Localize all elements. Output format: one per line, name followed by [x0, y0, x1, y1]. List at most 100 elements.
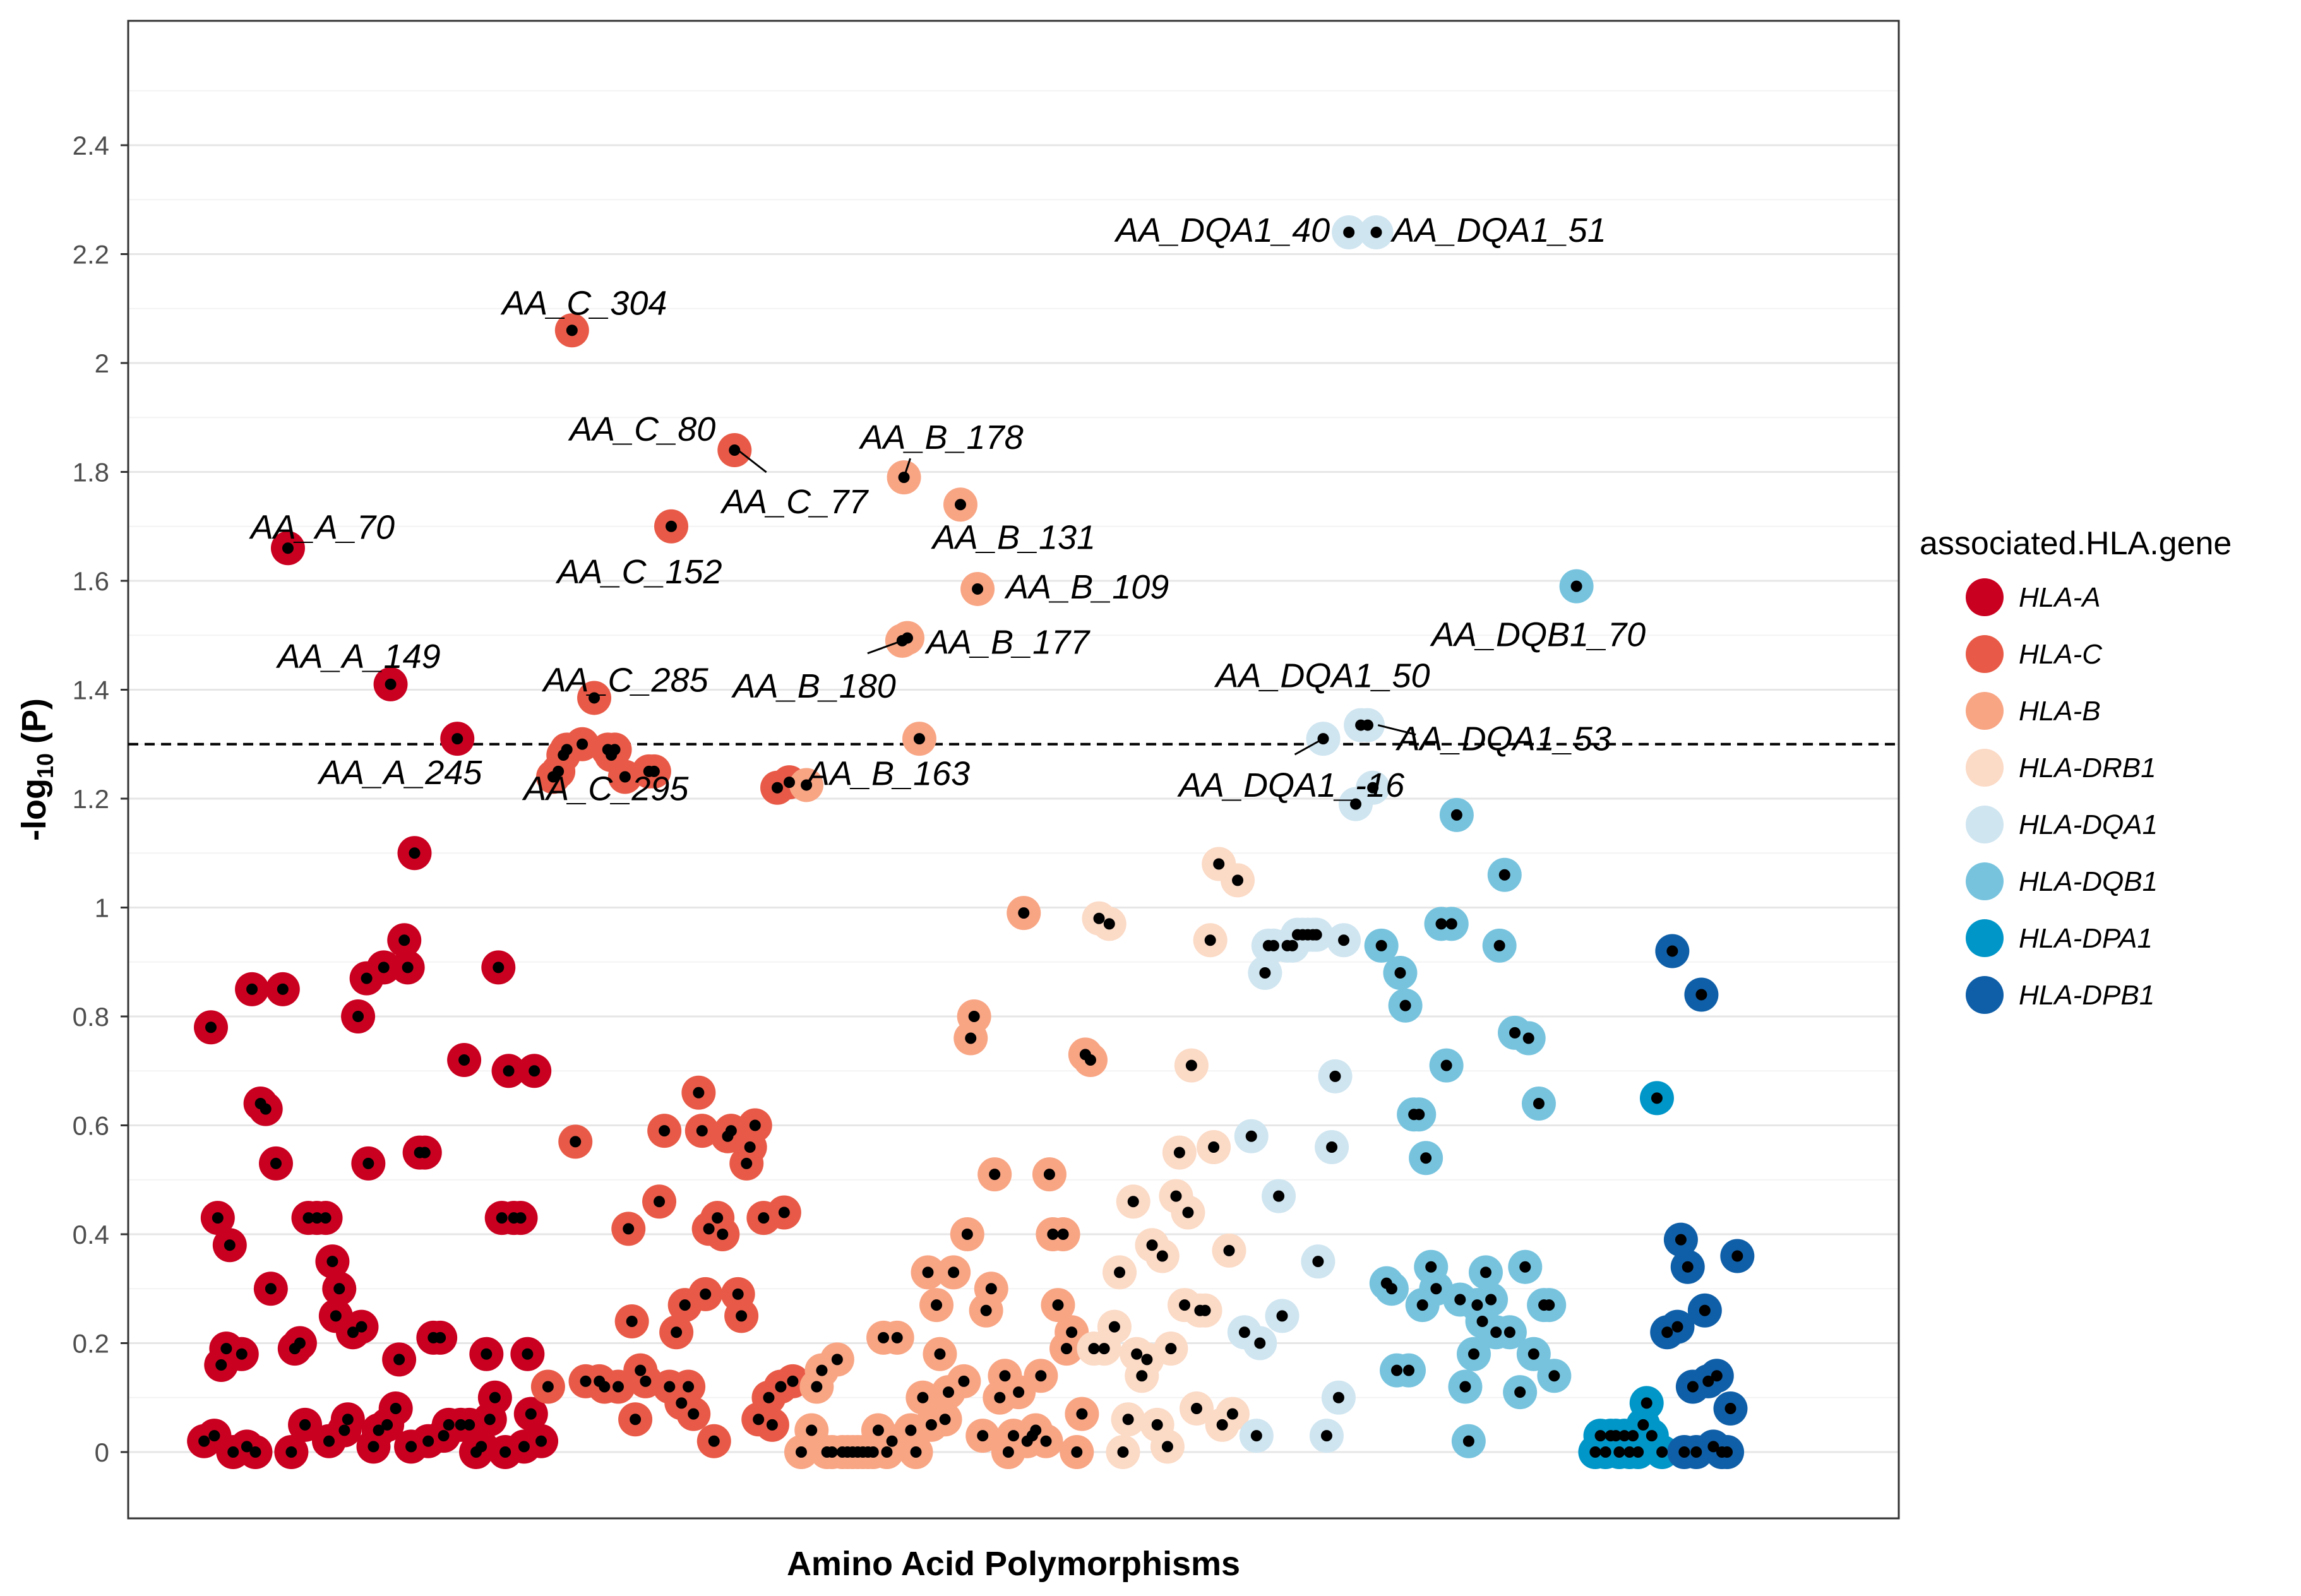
- data-point: [1637, 1419, 1649, 1431]
- data-point: [1613, 1446, 1625, 1458]
- data-point: [398, 934, 410, 946]
- data-point: [356, 1321, 368, 1333]
- data-point: [1459, 1381, 1471, 1393]
- x-axis-title: Amino Acid Polymorphisms: [787, 1545, 1240, 1583]
- data-point: [378, 962, 390, 974]
- data-point: [1479, 1266, 1491, 1278]
- data-point: [891, 1331, 903, 1343]
- data-point: [1312, 1256, 1324, 1268]
- data-point: [712, 1212, 724, 1224]
- point-annotation: AA_B_163: [805, 754, 970, 792]
- data-point: [402, 962, 414, 974]
- data-point: [1498, 869, 1510, 881]
- point-annotation: AA_DQA1_-16: [1177, 766, 1405, 804]
- data-point: [922, 1266, 934, 1278]
- legend-key: [1966, 635, 2004, 673]
- data-point: [958, 1375, 970, 1387]
- data-point: [1108, 1321, 1120, 1333]
- data-point: [1018, 907, 1030, 919]
- data-point: [1651, 1092, 1663, 1104]
- data-point: [1413, 1109, 1425, 1121]
- data-point: [1179, 1299, 1190, 1311]
- y-tick-label: 0: [95, 1438, 109, 1467]
- point-annotation: AA_B_178: [858, 419, 1023, 456]
- data-point: [302, 1212, 314, 1224]
- data-point: [577, 738, 589, 750]
- data-point: [671, 1326, 683, 1338]
- data-point: [1731, 1250, 1743, 1262]
- data-point: [1543, 1299, 1555, 1311]
- data-point: [1485, 1294, 1497, 1306]
- data-point: [525, 1408, 537, 1420]
- point-annotation: AA_A_245: [317, 754, 482, 792]
- y-tick-label: 0.6: [73, 1111, 109, 1141]
- data-point: [683, 1381, 695, 1393]
- data-point: [1208, 1141, 1220, 1153]
- point-annotation: AA_DQA1_50: [1214, 657, 1430, 695]
- data-point: [977, 1430, 989, 1442]
- data-point: [1273, 1190, 1285, 1202]
- data-point: [1002, 1446, 1014, 1458]
- data-point: [965, 1032, 977, 1044]
- data-point: [1093, 912, 1105, 924]
- data-point: [609, 744, 621, 756]
- data-point: [778, 1206, 790, 1218]
- data-point: [989, 1169, 1001, 1181]
- data-point: [481, 1348, 493, 1360]
- data-point: [659, 1125, 671, 1137]
- data-point: [1623, 1446, 1635, 1458]
- data-point: [1675, 1234, 1687, 1246]
- point-annotation: AA_C_295: [522, 770, 689, 807]
- data-point: [553, 765, 565, 777]
- data-point: [1267, 939, 1279, 951]
- data-point: [948, 1266, 960, 1278]
- data-point: [732, 1288, 744, 1300]
- data-point: [205, 1021, 217, 1033]
- data-point: [1527, 1348, 1539, 1360]
- data-point: [795, 1446, 807, 1458]
- data-point: [1440, 1059, 1452, 1071]
- data-point: [496, 1212, 508, 1224]
- data-point: [1310, 929, 1322, 941]
- data-point: [1185, 1059, 1197, 1071]
- data-point: [1057, 1229, 1069, 1240]
- point-annotation: AA_B_180: [731, 667, 896, 705]
- data-point: [1088, 1343, 1100, 1355]
- data-point: [285, 1446, 297, 1458]
- data-point: [787, 1375, 799, 1387]
- data-point: [693, 1087, 705, 1099]
- legend-label: HLA-DRB1: [2019, 753, 2156, 783]
- data-point: [696, 1125, 708, 1137]
- data-point: [772, 782, 784, 794]
- data-point: [816, 1364, 828, 1376]
- data-point: [1213, 858, 1225, 870]
- data-point: [1320, 1430, 1332, 1442]
- data-point: [1190, 1403, 1202, 1414]
- data-point: [1013, 1386, 1025, 1398]
- data-point: [679, 1299, 691, 1311]
- data-point: [1259, 967, 1271, 979]
- data-point: [1182, 1206, 1194, 1218]
- data-point: [741, 1157, 753, 1169]
- legend-label: HLA-B: [2019, 696, 2101, 727]
- data-point: [749, 1119, 761, 1131]
- data-point: [1367, 782, 1379, 794]
- data-point: [246, 983, 258, 995]
- data-point: [1627, 1430, 1639, 1442]
- data-point: [373, 1424, 385, 1436]
- data-point: [1361, 719, 1373, 731]
- data-point: [1326, 1141, 1338, 1153]
- data-point: [409, 847, 421, 859]
- data-point: [703, 1223, 715, 1235]
- data-point: [1656, 1446, 1668, 1458]
- data-point: [1599, 1446, 1611, 1458]
- data-point: [1066, 1326, 1078, 1338]
- point-annotation: AA_DQA1_40: [1114, 211, 1330, 249]
- data-point: [1632, 1446, 1644, 1458]
- data-point: [1724, 1403, 1736, 1414]
- data-point: [1690, 1446, 1702, 1458]
- data-point: [943, 1386, 955, 1398]
- legend-label: HLA-DQA1: [2019, 809, 2158, 840]
- annotation-leader: [867, 640, 903, 655]
